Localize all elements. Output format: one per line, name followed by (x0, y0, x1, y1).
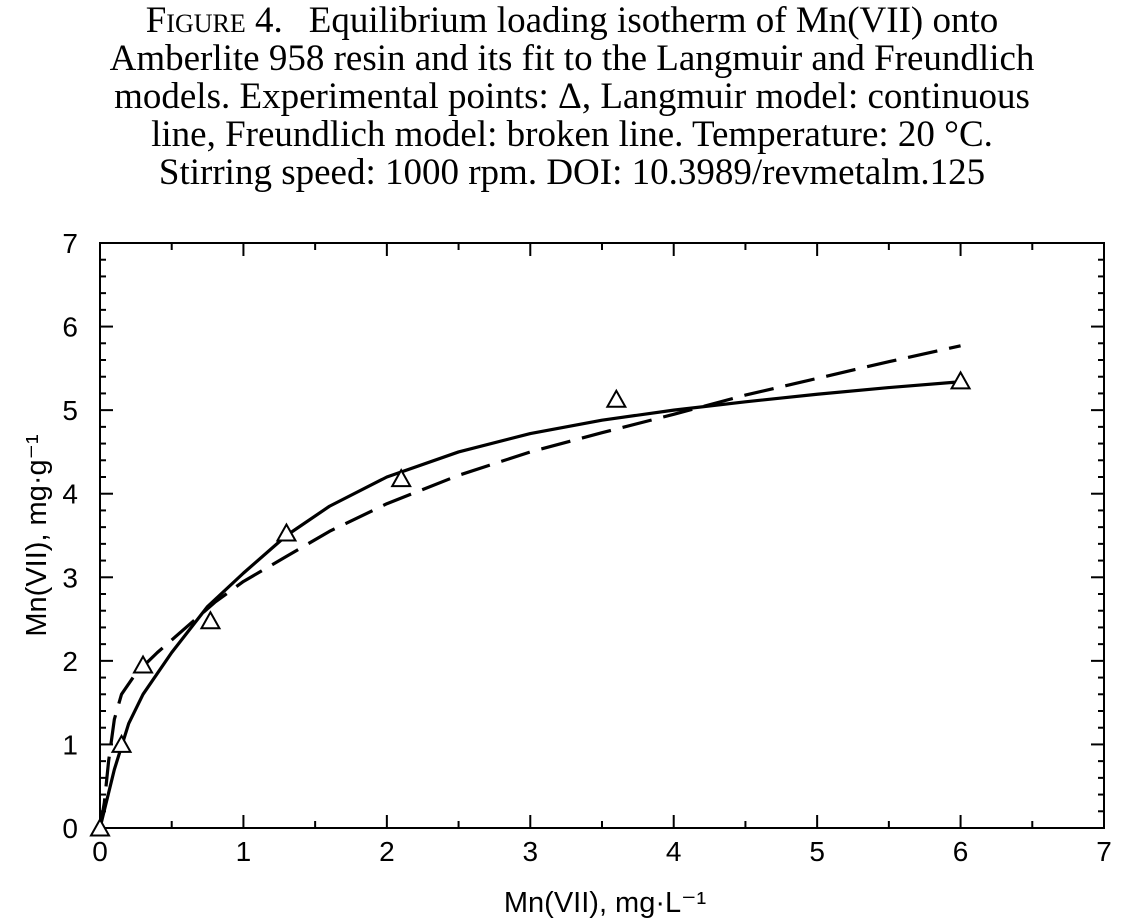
experimental-point (605, 388, 628, 408)
series-layer (89, 344, 972, 837)
experimental-point (132, 654, 154, 674)
plot-frame (99, 242, 1105, 829)
x-tick-label: 2 (379, 836, 395, 867)
caption-line-1: Figure 4. Equilibrium loading isotherm of… (0, 2, 1144, 40)
x-tick-label: 6 (953, 836, 969, 867)
langmuir-solid-line (98, 380, 961, 829)
x-tick-label: 5 (809, 836, 825, 867)
x-tick-label: 7 (1096, 836, 1112, 867)
caption-line-3: models. Experimental points: Δ, Langmuir… (114, 76, 1030, 117)
experimental-point (949, 370, 972, 390)
y-tick-label: 4 (62, 479, 78, 510)
x-tick-label: 1 (236, 836, 252, 867)
y-tick-label: 1 (62, 729, 78, 760)
experimental-point (89, 817, 111, 837)
x-tick-label: 3 (522, 836, 538, 867)
experimental-point (110, 733, 133, 753)
caption-line-4: line, Freundlich model: broken line. Tem… (151, 114, 993, 155)
experimental-point (390, 468, 412, 488)
y-tick-label: 0 (62, 813, 78, 844)
x-tick-label: 0 (92, 836, 108, 867)
y-tick-label: 2 (62, 646, 78, 677)
caption-line-2: Amberlite 958 resin and its fit to the L… (109, 38, 1035, 79)
caption-line-5: Stirring speed: 1000 rpm. DOI: 10.3989/r… (158, 152, 986, 193)
axis-tick-labels: 0 1 2 3 4 5 6 7 0 1 2 3 4 5 6 7 (62, 228, 1111, 867)
experimental-point (199, 610, 222, 630)
y-tick-label: 7 (62, 228, 78, 259)
axis-ticks (99, 242, 1105, 829)
y-tick-label: 3 (62, 562, 78, 593)
experimental-point (275, 522, 298, 542)
figure-label: Figure 4. (145, 0, 283, 41)
x-tick-label: 4 (666, 836, 682, 867)
figure-caption: Figure 4. Equilibrium loading isotherm of… (0, 2, 1144, 192)
y-axis-title: Mn(VII), mg·g⁻¹ (21, 434, 53, 637)
caption-text-1: Equilibrium loading isotherm of Mn(VII) … (308, 0, 999, 41)
y-tick-label: 6 (62, 312, 78, 343)
y-tick-label: 5 (62, 395, 78, 426)
freundlich-dashed-line (98, 344, 961, 829)
x-axis-title: Mn(VII), mg·L⁻¹ (504, 887, 707, 919)
